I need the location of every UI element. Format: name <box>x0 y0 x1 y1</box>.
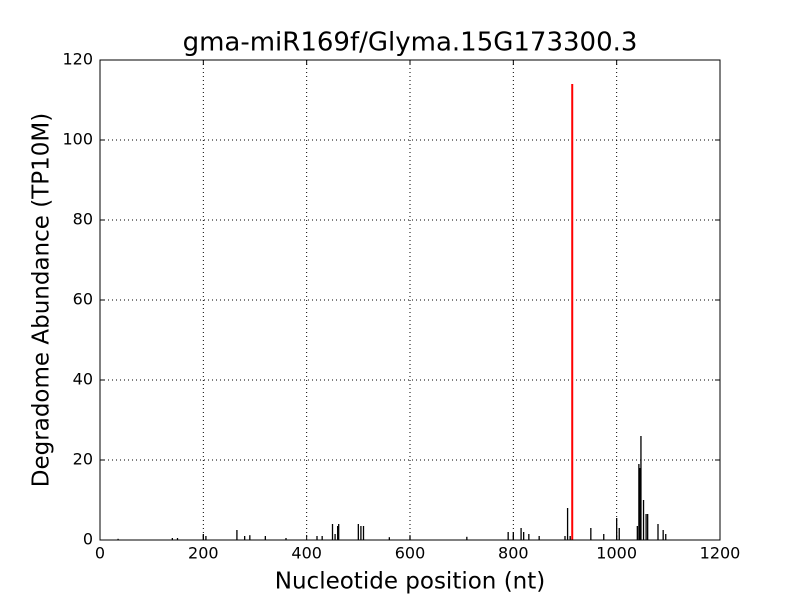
y-axis-label: Degradome Abundance (TP10M) <box>29 113 55 487</box>
plot-frame <box>99 59 721 541</box>
x-tick-label: 200 <box>188 544 219 563</box>
x-tick-label: 1200 <box>700 544 741 563</box>
y-tick-label: 120 <box>62 50 93 69</box>
x-tick-label: 600 <box>395 544 426 563</box>
y-tick-label: 20 <box>73 450 93 469</box>
chart-title: gma-miR169f/Glyma.15G173300.3 <box>183 28 638 58</box>
x-tick-label: 0 <box>95 544 105 563</box>
y-tick-label: 80 <box>73 210 93 229</box>
x-axis-label: Nucleotide position (nt) <box>275 569 545 595</box>
x-tick-label: 400 <box>291 544 322 563</box>
y-tick-label: 100 <box>62 130 93 149</box>
y-tick-label: 0 <box>83 530 93 549</box>
y-tick-label: 60 <box>73 290 93 309</box>
y-tick-label: 40 <box>73 370 93 389</box>
x-tick-label: 800 <box>498 544 529 563</box>
x-tick-label: 1000 <box>596 544 637 563</box>
